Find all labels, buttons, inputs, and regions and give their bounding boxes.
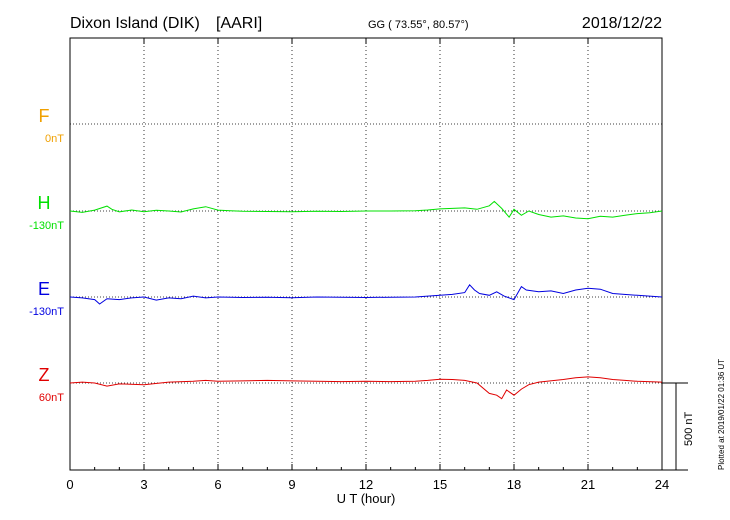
series-baseline-value-E: -130nT	[29, 306, 64, 318]
x-tick-label-12: 12	[359, 477, 373, 492]
scale-bar: 500 nT	[662, 382, 695, 471]
x-tick-label-15: 15	[433, 477, 447, 492]
x-tick-label-21: 21	[581, 477, 595, 492]
chart-coordinates-label: GG ( 73.55°, 80.57°)	[368, 19, 469, 31]
x-tick-label-0: 0	[66, 477, 73, 492]
x-tick-label-6: 6	[214, 477, 221, 492]
grid-lines	[143, 38, 589, 470]
series-traces	[69, 200, 663, 400]
series-name-H: H	[38, 193, 51, 213]
x-tick-label-3: 3	[140, 477, 147, 492]
x-tick-label-24: 24	[655, 477, 669, 492]
series-labels: F 0nT H -130nT E -130nT Z 60nT	[29, 106, 64, 404]
plotted-note: Plotted at 2019/01/22 01:36 UT	[717, 359, 726, 470]
scale-bar-label: 500 nT	[683, 411, 695, 446]
series-name-E: E	[38, 279, 50, 299]
x-tick-label-9: 9	[288, 477, 295, 492]
chart-date-label: 2018/12/22	[582, 15, 662, 32]
x-axis-ticks: 0 3 6 9 12 15 18 21 24	[66, 38, 669, 492]
series-name-F: F	[39, 106, 50, 126]
series-baseline-value-Z: 60nT	[39, 392, 64, 404]
series-baseline-value-H: -130nT	[29, 220, 64, 232]
series-trace-E	[69, 283, 663, 305]
series-baseline-value-F: 0nT	[45, 133, 64, 145]
chart-station-title: Dixon Island (DIK)	[70, 15, 200, 32]
x-tick-label-18: 18	[507, 477, 521, 492]
chart-institute-label: [AARI]	[216, 15, 262, 32]
series-trace-Z	[69, 376, 663, 400]
series-trace-H	[69, 200, 663, 220]
x-axis-label: U T (hour)	[337, 491, 396, 506]
series-name-Z: Z	[39, 365, 50, 385]
